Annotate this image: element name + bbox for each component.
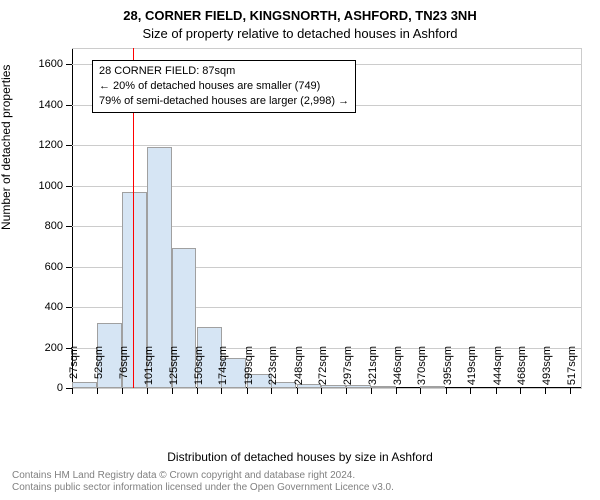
y-tick-label: 1200 [39, 139, 72, 151]
x-tick-label: 346sqm [392, 346, 404, 396]
y-tick-label: 400 [45, 301, 72, 313]
y-tick-label: 1000 [39, 180, 72, 192]
attribution: Contains HM Land Registry data © Crown c… [12, 470, 394, 494]
legend-line3: 79% of semi-detached houses are larger (… [99, 94, 349, 109]
x-tick-label: 321sqm [367, 346, 379, 396]
x-tick-label: 223sqm [267, 346, 279, 396]
x-tick-label: 174sqm [217, 346, 229, 396]
x-tick-label: 468sqm [516, 346, 528, 396]
x-tick-label: 370sqm [416, 346, 428, 396]
x-tick-label: 493sqm [541, 346, 553, 396]
attribution-line1: Contains HM Land Registry data © Crown c… [12, 470, 394, 482]
y-axis-line [72, 48, 73, 388]
title-main: 28, CORNER FIELD, KINGSNORTH, ASHFORD, T… [0, 8, 600, 23]
title-sub: Size of property relative to detached ho… [0, 26, 600, 41]
x-axis-line-top [72, 48, 582, 49]
x-tick-label: 27sqm [68, 346, 80, 396]
y-tick-label: 1600 [39, 58, 72, 70]
gridline [72, 145, 582, 146]
legend-line2: ← 20% of detached houses are smaller (74… [99, 79, 349, 94]
y-tick-label: 1400 [39, 99, 72, 111]
x-tick-label: 125sqm [168, 346, 180, 396]
y-axis-line-right [581, 48, 582, 388]
attribution-line2: Contains public sector information licen… [12, 482, 394, 494]
legend-box: 28 CORNER FIELD: 87sqm← 20% of detached … [92, 60, 356, 113]
x-tick-label: 52sqm [93, 346, 105, 396]
y-tick-label: 600 [45, 261, 72, 273]
chart-container: 28, CORNER FIELD, KINGSNORTH, ASHFORD, T… [0, 0, 600, 500]
x-tick-label: 272sqm [317, 346, 329, 396]
x-tick-label: 76sqm [118, 346, 130, 396]
x-tick-label: 297sqm [342, 346, 354, 396]
x-tick-label: 517sqm [566, 346, 578, 396]
x-tick-label: 395sqm [442, 346, 454, 396]
x-tick-label: 101sqm [143, 346, 155, 396]
x-tick-label: 150sqm [193, 346, 205, 396]
plot-area: 0200400600800100012001400160027sqm52sqm7… [72, 48, 582, 388]
x-tick-label: 248sqm [293, 346, 305, 396]
legend-line1: 28 CORNER FIELD: 87sqm [99, 64, 349, 79]
x-tick-label: 444sqm [492, 346, 504, 396]
x-tick-label: 199sqm [243, 346, 255, 396]
y-axis-label: Number of detached properties [0, 65, 13, 230]
x-tick-label: 419sqm [466, 346, 478, 396]
y-tick-label: 800 [45, 220, 72, 232]
x-axis-label: Distribution of detached houses by size … [0, 450, 600, 464]
